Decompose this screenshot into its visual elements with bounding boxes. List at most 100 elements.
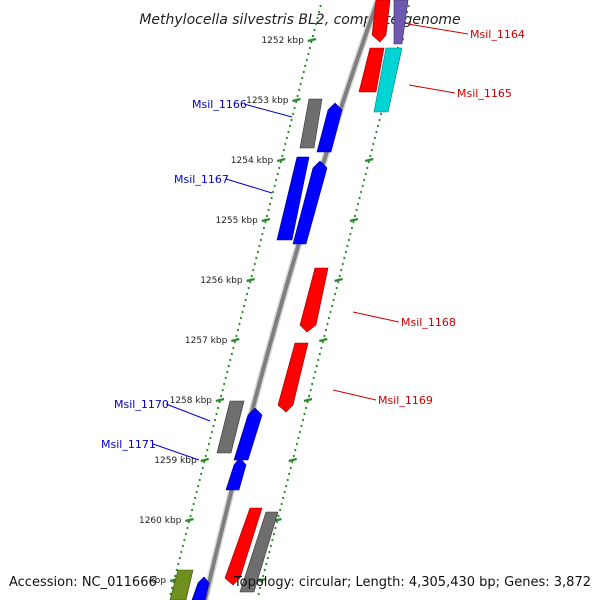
tick-dot [302, 70, 305, 74]
tick-dot [223, 382, 226, 386]
scale-tick-label: 1254 kbp [231, 156, 274, 166]
major-tick [215, 397, 225, 403]
tick-dot [352, 220, 355, 224]
gene-feature-blue[interactable] [225, 457, 247, 491]
gene-feature-red[interactable] [224, 507, 263, 586]
tick-dot [289, 466, 292, 470]
tick-dot [329, 310, 332, 314]
gene-label[interactable]: Msil_1170 [114, 398, 169, 411]
tick-dot [331, 304, 333, 308]
major-tick [261, 217, 271, 223]
tick-dot [349, 232, 352, 236]
tick-dot [406, 10, 408, 14]
tick-dot [366, 166, 369, 170]
scale-tick-label: 1256 kbp [200, 276, 243, 286]
gene-label[interactable]: Msil_1164 [470, 28, 525, 41]
tick-dot [286, 136, 288, 140]
tick-dot [285, 484, 288, 488]
gene-feature-red[interactable] [371, 0, 391, 43]
gene-feature-blue[interactable] [276, 156, 310, 241]
tick-dot [354, 214, 356, 218]
major-tick [288, 457, 297, 463]
gene-feature-red[interactable] [299, 267, 329, 333]
tick-dot [363, 178, 366, 182]
tick-dot [226, 370, 229, 374]
scale-tick-label: kbp [149, 576, 166, 586]
tick-dot [212, 424, 215, 428]
tick-dot [377, 124, 379, 128]
gene-feature-blue[interactable] [233, 407, 263, 461]
gene-label[interactable]: Msil_1165 [457, 87, 512, 100]
tick-dot [335, 286, 338, 290]
tick-dot [361, 184, 364, 188]
tick-dot [253, 262, 256, 266]
scale-labels: 1252 kbp 1253 kbp 1254 kbp 1255 kbp 1256 kbp… [139, 36, 304, 586]
tick-dot [273, 532, 275, 536]
gene-feature-purple[interactable] [393, 0, 409, 45]
tick-dot [214, 418, 216, 422]
tick-dot [306, 400, 309, 404]
backbone-shadow [201, 0, 382, 600]
tick-dot [257, 592, 260, 596]
tick-dot [355, 208, 358, 212]
tick-dot [313, 28, 316, 32]
major-tick [185, 517, 194, 523]
tick-dot [316, 16, 319, 20]
gene-feature-blue[interactable] [191, 576, 210, 600]
tick-dot [255, 256, 258, 260]
gene-feature-red[interactable] [358, 47, 385, 93]
tick-dot [240, 316, 242, 320]
tick-dot [305, 58, 308, 62]
tick-dot [283, 490, 286, 494]
gene-feature-olive[interactable] [169, 569, 194, 600]
tick-dot [244, 298, 247, 302]
gene-feature-red[interactable] [277, 342, 309, 413]
tick-dot [293, 106, 296, 110]
tick-dot [367, 160, 370, 164]
tick-dot [299, 430, 301, 434]
tick-dot [260, 580, 263, 584]
tick-dot [281, 154, 284, 158]
gene-feature-cyan[interactable] [373, 47, 403, 113]
tick-dot [269, 202, 271, 206]
tick-dot [288, 472, 291, 476]
tick-dot [273, 184, 276, 188]
tick-dot [370, 148, 373, 152]
tick-dot [274, 526, 277, 530]
tick-dot [268, 550, 271, 554]
gene-feature-gray[interactable] [299, 98, 323, 149]
tick-dot [249, 280, 252, 284]
gene-label[interactable]: Msil_1168 [401, 316, 456, 329]
gene-label[interactable]: Msil_1171 [101, 438, 156, 451]
topology-text: Topology: circular; Length: 4,305,430 bp… [233, 575, 591, 590]
scale-tick-label: 1252 kbp [261, 36, 304, 46]
gene-label[interactable]: Msil_1169 [378, 394, 433, 407]
tick-dot [262, 574, 265, 578]
gene-feature-blue[interactable] [292, 160, 328, 245]
major-tick [334, 277, 343, 283]
tick-dot [230, 352, 233, 356]
tick-dot [181, 544, 184, 548]
major-tick [319, 337, 328, 343]
gene-label[interactable]: Msil_1167 [174, 173, 229, 186]
gene-feature-gray[interactable] [216, 400, 245, 454]
tick-dot [312, 376, 315, 380]
tick-dot [261, 232, 264, 236]
tick-dot [308, 394, 311, 398]
gene-feature-gray[interactable] [239, 511, 279, 593]
major-tick [307, 37, 317, 43]
tick-dot [265, 562, 268, 566]
tick-dot [263, 226, 265, 230]
tick-dot [364, 172, 367, 176]
gene-label[interactable]: Msil_1166 [192, 98, 247, 111]
tick-dot [232, 346, 235, 350]
tick-dot [307, 52, 310, 56]
tick-dot [272, 190, 275, 194]
tick-dot [301, 76, 304, 80]
tick-dot [259, 586, 262, 590]
tick-dot [206, 448, 209, 452]
tick-dot [185, 532, 187, 536]
tick-dot [200, 472, 203, 476]
gene-leader-line [225, 178, 273, 194]
gene-feature-blue[interactable] [316, 102, 343, 153]
